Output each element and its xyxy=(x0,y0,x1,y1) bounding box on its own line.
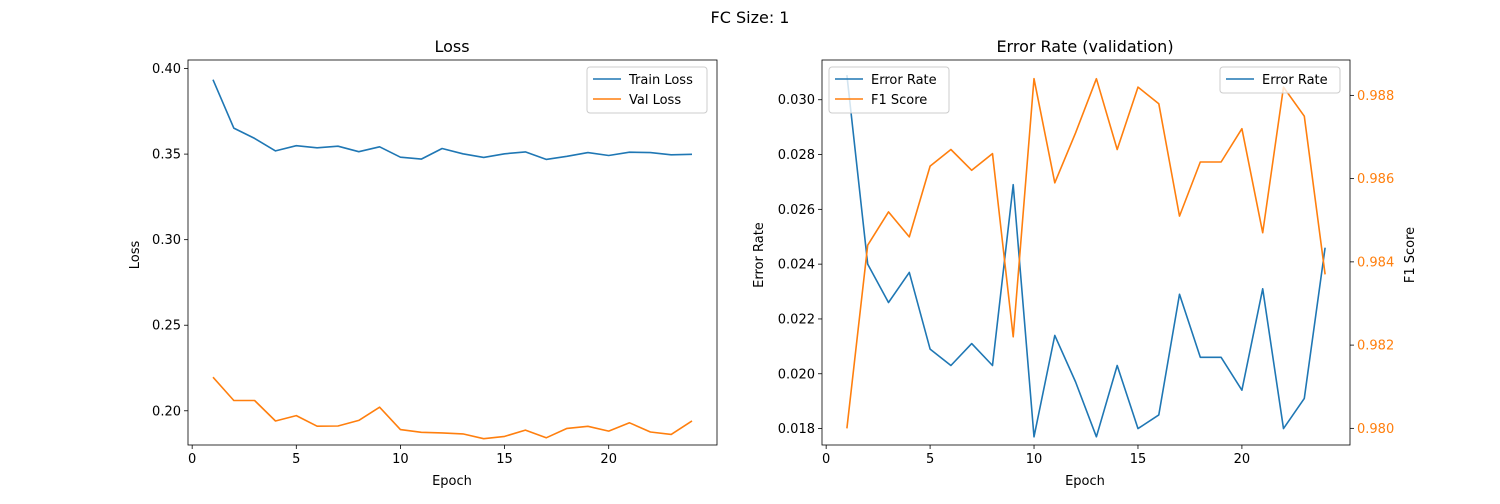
series-line-train-loss xyxy=(212,79,693,161)
series-line-val-loss xyxy=(212,376,693,440)
legend: Error Rate xyxy=(1219,66,1341,94)
legend-box xyxy=(1219,66,1341,94)
plot-frame xyxy=(821,59,1351,446)
legend-label: F1 Score xyxy=(871,93,927,108)
y-tick-label: 0.30 xyxy=(152,233,181,248)
f1-score-ylabel: F1 Score xyxy=(1403,227,1418,283)
series-line-f1-score xyxy=(846,77,1326,429)
x-tick-label: 20 xyxy=(1234,452,1251,467)
y-tick-label: 0.022 xyxy=(778,312,815,327)
y2-tick-label: 0.980 xyxy=(1357,422,1394,437)
y-tick-label: 0.020 xyxy=(778,367,815,382)
y-tick-label: 0.024 xyxy=(778,258,815,273)
legend-label: Train Loss xyxy=(628,73,693,88)
y-tick-label: 0.030 xyxy=(778,93,815,108)
x-tick-label: 20 xyxy=(600,452,617,467)
y-tick-label: 0.25 xyxy=(152,319,181,334)
legend: Error Rate F1 Score xyxy=(828,66,950,114)
legend: Train Loss Val Loss xyxy=(586,66,708,114)
error-rate-title: Error Rate (validation) xyxy=(996,37,1173,56)
y2-tick-label: 0.982 xyxy=(1357,339,1394,354)
series-line-error-rate xyxy=(846,75,1326,438)
error-rate-xlabel: Epoch xyxy=(1065,474,1105,489)
y-tick-label: 0.028 xyxy=(778,148,815,163)
loss-ylabel: Loss xyxy=(128,241,143,270)
x-tick-label: 10 xyxy=(1026,452,1043,467)
legend-label: Error Rate xyxy=(1262,73,1328,88)
x-tick-label: 5 xyxy=(292,452,300,467)
y-tick-label: 0.40 xyxy=(152,62,181,77)
x-tick-label: 15 xyxy=(496,452,513,467)
y2-tick-label: 0.986 xyxy=(1357,172,1394,187)
error-rate-ylabel: Error Rate xyxy=(752,222,767,288)
y2-tick-label: 0.984 xyxy=(1357,255,1394,270)
x-tick-label: 0 xyxy=(188,452,196,467)
y2-tick-label: 0.988 xyxy=(1357,89,1394,104)
y-tick-label: 0.018 xyxy=(778,422,815,437)
x-tick-label: 5 xyxy=(926,452,934,467)
y-tick-label: 0.35 xyxy=(152,148,181,163)
x-tick-label: 15 xyxy=(1130,452,1147,467)
y-tick-label: 0.026 xyxy=(778,203,815,218)
plot-frame xyxy=(187,59,718,446)
loss-title: Loss xyxy=(434,37,469,56)
error-rate-panel: Error Rate (validation) Epoch Error Rate… xyxy=(752,37,1418,489)
figure-suptitle: FC Size: 1 xyxy=(711,8,790,27)
x-tick-label: 0 xyxy=(822,452,830,467)
loss-panel: Loss Epoch Loss 0 5 10 15 20 0.20 0.25 0.30 0.35… xyxy=(128,37,718,489)
x-tick-label: 10 xyxy=(392,452,409,467)
loss-xlabel: Epoch xyxy=(432,474,472,489)
y-tick-label: 0.20 xyxy=(152,404,181,419)
legend-label: Error Rate xyxy=(871,73,937,88)
legend-label: Val Loss xyxy=(629,93,681,108)
